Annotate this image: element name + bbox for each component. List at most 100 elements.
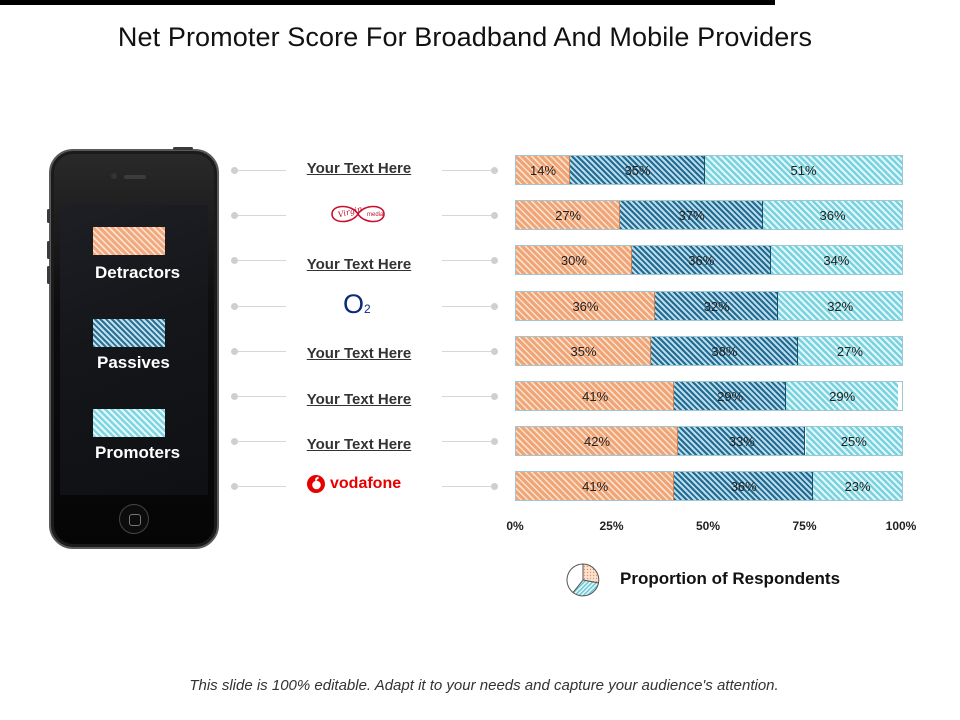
connector-line-right [442, 486, 494, 487]
phone-side-button [47, 241, 50, 259]
data-label: 51% [790, 162, 817, 178]
bar-segment-passives [674, 472, 814, 500]
connector-dot-left [231, 437, 238, 445]
connector-line-left [238, 351, 286, 352]
legend-passives: Passives [97, 353, 170, 372]
connector-dot-left [231, 392, 238, 400]
connector-dot-left [231, 302, 238, 310]
x-axis-caption: Proportion of Respondents [620, 569, 841, 588]
data-label: 42% [584, 433, 611, 449]
phone-mockup [47, 147, 219, 549]
data-label: 32% [703, 298, 730, 314]
x-tick-label: 0% [506, 519, 524, 533]
connector-dot-left [231, 211, 238, 219]
pie-chart-icon [566, 563, 600, 597]
bar-segment-promoters [813, 472, 902, 500]
connector-line-right [442, 441, 494, 442]
data-label: 34% [823, 252, 850, 268]
virgin-media-logo: Virgin media [331, 204, 385, 223]
connector-line-right [442, 396, 494, 397]
data-label: 29% [717, 388, 744, 404]
data-label: 32% [827, 298, 854, 314]
bar-segment-promoters [770, 246, 902, 274]
phone-side-button [47, 209, 50, 223]
data-label: 36% [688, 252, 715, 268]
bar-segment-passives [674, 382, 787, 410]
row-label: Your Text Here [306, 345, 412, 362]
connector-dot-right [491, 482, 498, 490]
x-tick-label: 50% [695, 519, 721, 533]
bar-segment-promoters [763, 201, 902, 229]
data-label: 41% [582, 478, 609, 494]
x-tick-label: 75% [792, 519, 817, 533]
footer-note: This slide is 100% editable. Adapt it to… [189, 677, 779, 694]
detractors-swatch [93, 227, 165, 255]
bar-segment-promoters [786, 382, 899, 410]
phone-camera [111, 173, 117, 179]
connector-line-left [238, 486, 286, 487]
data-label: 36% [819, 207, 846, 223]
connector-dot-right [491, 302, 498, 310]
connector-dot-left [231, 482, 238, 490]
data-label: 37% [678, 207, 705, 223]
bar-segment-detractors [516, 382, 675, 410]
row-label: Your Text Here [306, 160, 412, 177]
data-label: 35% [624, 162, 651, 178]
vodafone-logo: vodafone [306, 474, 401, 494]
data-label: 36% [730, 478, 757, 494]
promoters-swatch [93, 409, 165, 437]
bar-row: 27% 37% 36% [515, 200, 903, 230]
connector-dot-left [231, 347, 238, 355]
bar-segment-passives [620, 201, 764, 229]
bar-row: 41% 36% 23% [515, 471, 903, 501]
bar-segment-detractors [516, 427, 679, 455]
connector-dot-left [231, 166, 238, 174]
data-label: 41% [582, 388, 609, 404]
connector-line-left [238, 260, 286, 261]
data-label: 36% [572, 298, 599, 314]
data-label: 27% [836, 343, 863, 359]
bar-segment-promoters [805, 427, 902, 455]
bar-segment-passives [631, 246, 771, 274]
bar-segment-passives [654, 292, 779, 320]
bar-row: 41% 29% 29% [515, 381, 903, 411]
connector-line-left [238, 215, 286, 216]
phone-speaker [124, 175, 146, 179]
vodafone-wordmark: vodafone [330, 475, 402, 492]
connector-line-right [442, 351, 494, 352]
connector-dot-right [491, 256, 498, 264]
data-label: 30% [560, 252, 587, 268]
bar-row: 14% 35% 51% [515, 155, 903, 185]
bar-segment-detractors [516, 472, 675, 500]
connector-dot-right [491, 166, 498, 174]
row-label: Your Text Here [306, 256, 412, 273]
x-tick-label: 25% [599, 519, 624, 533]
svg-text:media: media [367, 212, 384, 218]
bar-segment-detractors [516, 337, 652, 365]
row-label: Your Text Here [306, 391, 412, 408]
data-label: 23% [844, 478, 871, 494]
bar-segment-promoters [778, 292, 902, 320]
connector-dot-left [231, 256, 238, 264]
bar-segment-passives [570, 156, 706, 184]
bar-segment-passives [651, 337, 798, 365]
o2-subscript: 2 [364, 302, 371, 316]
connector-line-right [442, 260, 494, 261]
bar-row: 42% 33% 25% [515, 426, 903, 456]
bar-row: 30% 36% 34% [515, 245, 903, 275]
data-label: 29% [829, 388, 856, 404]
legend-detractors: Detractors [95, 263, 181, 282]
connector-line-right [442, 170, 494, 171]
connector-line-left [238, 396, 286, 397]
x-tick-label: 100% [885, 519, 917, 533]
phone-home-button [119, 504, 149, 534]
bar-segment-promoters [797, 337, 902, 365]
connector-line-left [238, 170, 286, 171]
bar-segment-promoters [705, 156, 902, 184]
phone-side-button [47, 266, 50, 284]
phone-top-button [173, 147, 193, 150]
page-title: Net Promoter Score For Broadband And Mob… [117, 22, 813, 52]
data-label: 25% [840, 433, 867, 449]
bar-segment-detractors [516, 292, 655, 320]
data-label: 27% [555, 207, 582, 223]
